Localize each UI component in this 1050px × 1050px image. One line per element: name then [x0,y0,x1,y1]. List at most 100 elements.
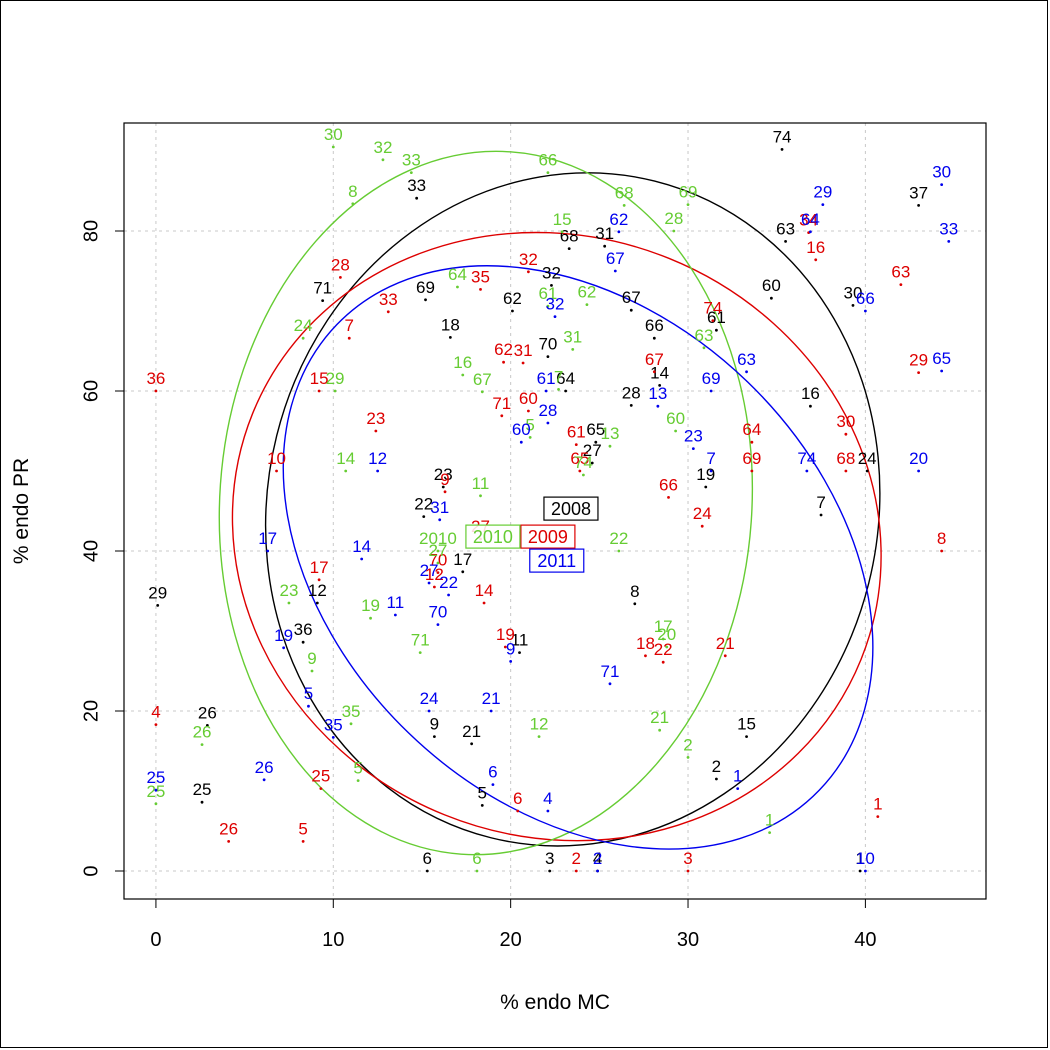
point-label-2009: 28 [331,255,350,274]
point-2010 [608,444,612,448]
point-label-2008: 32 [542,263,561,282]
point-2010 [310,669,314,673]
point-2011 [519,440,523,444]
point-label-2010: 63 [695,326,714,345]
point-label-2009: 33 [379,290,398,309]
point-2009 [275,469,278,473]
point-2010 [617,549,621,553]
point-2008 [301,640,305,644]
point-2010 [665,645,669,649]
point-label-2011: 5 [304,684,313,703]
point-2008 [511,309,514,313]
point-label-2009: 34 [799,211,818,230]
point-label-2009: 60 [519,389,538,408]
point-label-2011: 4 [543,789,552,808]
point-2010 [672,229,676,233]
point-label-2010: 26 [193,723,212,742]
point-2011 [709,389,713,393]
point-label-2009: 30 [836,412,855,431]
point-2010 [331,145,335,149]
point-label-2011: 6 [488,763,497,782]
point-2008 [564,389,568,393]
point-2011 [427,709,431,713]
point-label-2008: 17 [453,550,472,569]
point-label-2009: 74 [703,299,722,318]
point-2008 [480,804,484,807]
point-2008 [769,296,773,300]
point-label-2011: 63 [737,350,756,369]
point-label-2008: 69 [416,278,435,297]
point-2011 [489,709,493,713]
point-label-2009: 1 [873,795,882,814]
point-2010 [381,158,385,162]
point-2008 [819,513,823,517]
point-label-2009: 29 [909,351,928,370]
point-label-2011: 14 [352,537,371,556]
point-2008 [865,469,869,473]
point-2009 [526,270,530,274]
point-label-2008: 22 [414,495,433,514]
ellipse-2009 [231,231,882,842]
year-box-frame [543,496,599,521]
point-label-2008: 74 [773,127,792,146]
point-2010 [546,171,550,175]
point-2009 [154,723,158,726]
point-2008 [548,869,552,873]
point-2008 [715,328,718,332]
y-tick-label: 40 [80,540,102,562]
point-2008 [415,196,419,200]
point-label-2008: 15 [737,715,756,734]
point-label-2008: 67 [622,288,641,307]
point-2009 [436,571,440,574]
point-label-2011: 17 [258,529,277,548]
point-label-2008: 23 [434,465,453,484]
point-2009 [154,389,158,393]
point-2011 [436,623,440,626]
point-2008 [658,384,662,387]
point-label-2010: 16 [453,353,472,372]
point-label-2011: 20 [909,449,928,468]
point-label-2010: 2010 [419,529,457,548]
x-tick-label: 40 [854,929,876,951]
point-label-2009: 19 [496,625,515,644]
point-label-2008: 27 [583,441,602,460]
point-2009 [227,840,231,843]
point-label-2008: 9 [430,715,439,734]
point-label-2010: 5 [525,415,534,434]
point-label-2009: 35 [471,267,490,286]
point-label-2010: 17 [654,617,673,636]
point-label-2008: 11 [511,631,529,650]
point-label-2010: 8 [348,182,357,201]
year-label-boxes: 2008 2009 2010 2011 [465,496,599,573]
point-label-2009: 25 [311,767,330,786]
point-label-2009: 63 [891,263,910,282]
point-label-2011: 69 [702,369,721,388]
point-2011 [376,469,380,473]
point-label-2008: 4 [593,849,602,868]
point-label-2010: 68 [615,183,634,202]
point-2008 [432,735,436,738]
point-2008 [567,247,571,251]
point-label-2010: 74 [574,453,593,472]
point-label-2011: 21 [482,689,501,708]
point-2010 [456,285,459,289]
grid-lines [124,123,986,899]
point-label-2011: 24 [420,689,439,708]
point-label-2011: 9 [506,639,515,658]
year-box-frame [465,524,521,549]
point-2009 [711,319,715,322]
point-label-2009: 17 [310,558,329,577]
point-2009 [574,443,578,446]
point-label-2010: 6 [472,849,481,868]
point-label-2008: 37 [909,183,928,202]
confidence-ellipses [218,150,882,856]
point-label-2010: 12 [530,715,549,734]
point-label-2008: 12 [308,581,327,600]
point-label-2008: 21 [462,722,481,741]
point-label-2009: 16 [806,238,825,257]
point-label-2010: 61 [538,284,557,303]
point-2008 [780,148,784,151]
point-label-2011: 30 [932,163,951,182]
year-box-2008: 2008 [543,496,599,521]
point-label-2011: 60 [512,420,531,439]
